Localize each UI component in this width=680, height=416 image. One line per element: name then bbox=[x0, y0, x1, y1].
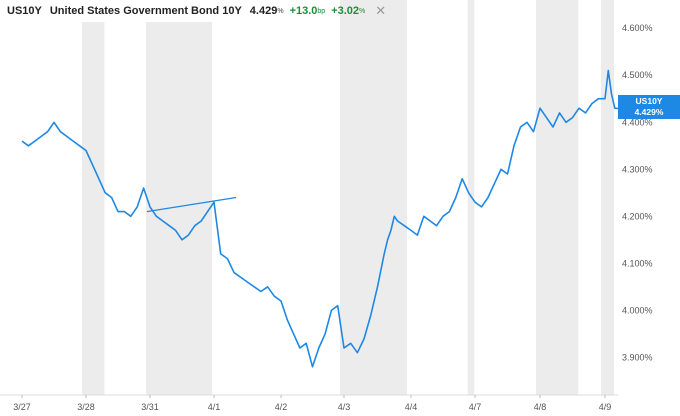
y-tick-label-3: 4.300% bbox=[622, 164, 653, 174]
session-shade-0 bbox=[82, 0, 105, 395]
header-change-pct-unit: % bbox=[359, 7, 366, 15]
x-tick-label-4: 4/2 bbox=[275, 402, 288, 412]
tag-symbol: US10Y bbox=[635, 96, 663, 106]
x-tick-label-7: 4/7 bbox=[469, 402, 482, 412]
header-change-unit: bp bbox=[317, 7, 326, 15]
series-line-0 bbox=[21, 69, 619, 368]
session-shade-1 bbox=[146, 0, 213, 395]
header-symbol: US10Y bbox=[7, 5, 42, 17]
x-tick-label-9: 4/9 bbox=[599, 402, 612, 412]
y-tick-label-6: 4.000% bbox=[622, 305, 653, 315]
header-change-pct: +3.02 bbox=[331, 5, 360, 17]
header-change: +13.0 bbox=[289, 5, 318, 17]
trend-line bbox=[146, 196, 237, 213]
symbol-header: US10Y United States Government Bond 10Y … bbox=[0, 0, 386, 22]
header-last-price: 4.429 bbox=[249, 5, 278, 17]
x-tick-label-5: 4/3 bbox=[338, 402, 351, 412]
close-icon[interactable]: ✕ bbox=[375, 3, 387, 18]
session-shade-2 bbox=[340, 0, 407, 395]
y-tick-label-7: 3.900% bbox=[622, 352, 653, 362]
header-last-unit: % bbox=[277, 7, 284, 15]
x-tick-label-8: 4/8 bbox=[534, 402, 547, 412]
x-tick-label-1: 3/28 bbox=[77, 402, 95, 412]
x-tick-label-3: 4/1 bbox=[208, 402, 221, 412]
x-tick-label-2: 3/31 bbox=[141, 402, 159, 412]
x-tick-label-0: 3/27 bbox=[13, 402, 31, 412]
session-shade-4 bbox=[536, 0, 579, 395]
tag-value: 4.429% bbox=[634, 107, 664, 117]
y-tick-label-5: 4.100% bbox=[622, 258, 653, 268]
y-tick-label-4: 4.200% bbox=[622, 211, 653, 221]
last-price-tag: US10Y 4.429% bbox=[618, 95, 680, 119]
y-tick-label-1: 4.500% bbox=[622, 70, 653, 80]
header-name: United States Government Bond 10Y bbox=[49, 5, 242, 17]
session-shade-5 bbox=[601, 0, 614, 395]
x-tick-label-6: 4/4 bbox=[405, 402, 418, 412]
y-tick-label-2: 4.400% bbox=[622, 117, 653, 127]
y-tick-label-0: 4.600% bbox=[622, 23, 653, 33]
